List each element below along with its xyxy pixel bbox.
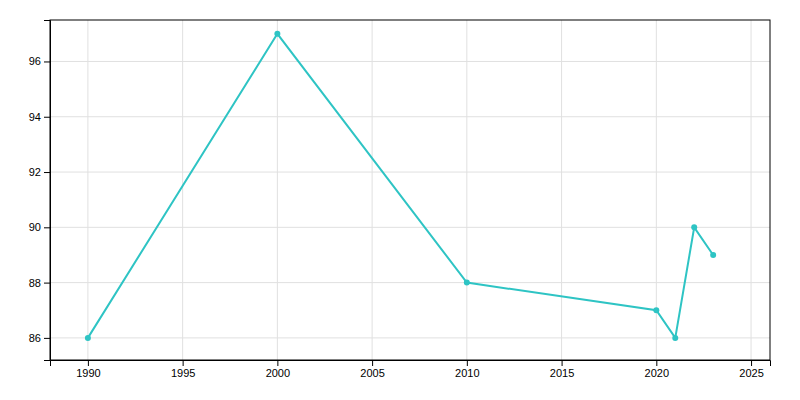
tick: 90 [29, 221, 50, 233]
tick-mark [44, 283, 50, 284]
line [88, 34, 713, 338]
tick: 2000 [266, 360, 290, 379]
tick-mark [467, 360, 468, 366]
grid-line [561, 20, 562, 360]
x-axis: 1990 1995 2000 2005 2010 2015 2020 2025 [51, 360, 771, 379]
grid [50, 20, 770, 360]
tick-mark [656, 360, 657, 366]
tick-mark [44, 227, 50, 228]
tick-label: 1995 [171, 367, 195, 379]
tick-label: 2005 [360, 367, 384, 379]
tick-label: 2020 [645, 367, 669, 379]
point [691, 224, 697, 230]
tick-mark [44, 338, 50, 339]
axis-line [51, 361, 771, 367]
grid-line [751, 20, 752, 360]
tick-label: 94 [29, 111, 41, 123]
tick-label: 2000 [266, 367, 290, 379]
tick: 2025 [739, 360, 763, 379]
tick-label: 1990 [76, 367, 100, 379]
grid-line [182, 20, 183, 360]
point [653, 307, 659, 313]
tick-label: 96 [29, 55, 41, 67]
tick: 2015 [550, 360, 574, 379]
tick: 86 [29, 332, 50, 344]
grid-line [466, 20, 467, 360]
tick-mark [183, 360, 184, 366]
point [672, 335, 678, 341]
point [274, 31, 280, 37]
marks [85, 31, 716, 341]
tick-label: 2010 [455, 367, 479, 379]
grid-line [277, 20, 278, 360]
tick: 1995 [171, 360, 195, 379]
y-axis: 86 88 90 92 94 96 [29, 21, 51, 361]
grid-line [87, 20, 88, 360]
tick-mark [88, 360, 89, 366]
grid-line [50, 282, 770, 283]
tick: 2020 [645, 360, 669, 379]
grid-line [50, 337, 770, 338]
chart: 1990 1995 2000 2005 2010 2015 2020 2025 86 88 90 92… [0, 0, 800, 400]
tick-mark [372, 360, 373, 366]
tick-mark [44, 61, 50, 62]
grid-line [372, 20, 373, 360]
grid-line [50, 116, 770, 117]
tick: 92 [29, 166, 50, 178]
tick-label: 92 [29, 166, 41, 178]
tick-label: 86 [29, 332, 41, 344]
tick: 1990 [76, 360, 100, 379]
point [85, 335, 91, 341]
grid-line [50, 61, 770, 62]
tick-mark [751, 360, 752, 366]
grid-line [50, 172, 770, 173]
plot: 1990 1995 2000 2005 2010 2015 2020 2025 86 88 90 92… [29, 20, 771, 379]
plot-frame [50, 20, 770, 360]
tick-mark [44, 172, 50, 173]
point [464, 280, 470, 286]
tick-mark [562, 360, 563, 366]
tick: 88 [29, 277, 50, 289]
point [710, 252, 716, 258]
tick-label: 88 [29, 277, 41, 289]
tick-mark [277, 360, 278, 366]
axis-line [44, 21, 51, 361]
tick-label: 2015 [550, 367, 574, 379]
tick: 94 [29, 111, 50, 123]
tick: 2010 [455, 360, 479, 379]
tick-mark [44, 117, 50, 118]
tick-label: 90 [29, 221, 41, 233]
tick: 96 [29, 55, 50, 67]
tick-label: 2025 [739, 367, 763, 379]
tick: 2005 [360, 360, 384, 379]
